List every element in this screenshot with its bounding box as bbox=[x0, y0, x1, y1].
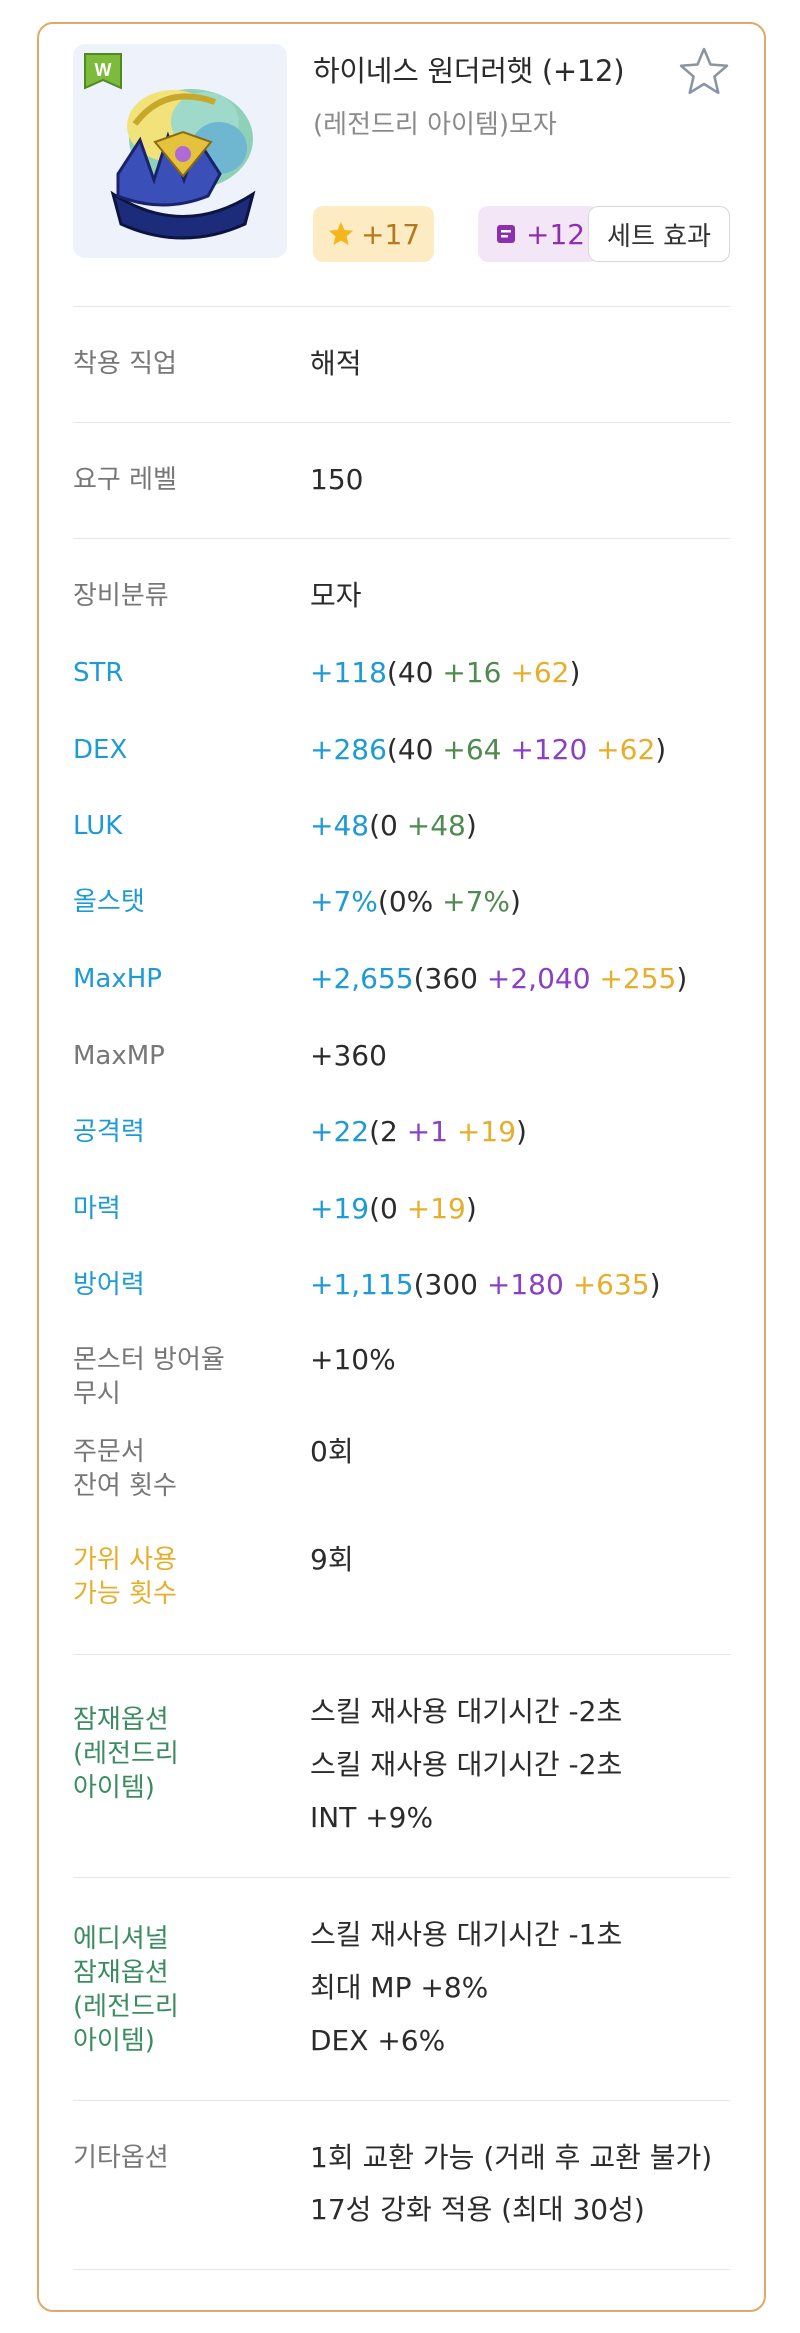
item-header: W 하이네스 원더러햇 (+12) (레전드리 아이템)모자 bbox=[73, 24, 730, 306]
required-level-value: 150 bbox=[310, 463, 364, 496]
luk-label: LUK bbox=[73, 811, 123, 841]
category-value: 모자 bbox=[310, 579, 362, 612]
favorite-star-icon[interactable] bbox=[676, 44, 732, 100]
ignore-def-label: 몬스터 방어율 무시 bbox=[73, 1345, 225, 1409]
potential-line-1: 스킬 재사용 대기시간 -2초 bbox=[310, 1695, 623, 1728]
wanderer-badge-icon: W bbox=[84, 53, 122, 90]
scroll-remaining-value: 0회 bbox=[310, 1435, 354, 1468]
additional-potential-line-2: 최대 MP +8% bbox=[310, 1971, 489, 2004]
dex-label: DEX bbox=[73, 735, 128, 765]
magic-label: 마력 bbox=[73, 1194, 121, 1224]
defense-value: +1,115(300 +180 +635) bbox=[310, 1268, 661, 1301]
divider bbox=[73, 2269, 730, 2270]
magic-value: +19(0 +19) bbox=[310, 1192, 477, 1225]
scroll-upgrade-chip: +12 bbox=[478, 206, 600, 262]
exchange-info: 1회 교환 가능 (거래 후 교환 불가) bbox=[310, 2141, 713, 2174]
divider bbox=[73, 1877, 730, 1878]
maxhp-value: +2,655(360 +2,040 +255) bbox=[310, 962, 688, 995]
luk-value: +48(0 +48) bbox=[310, 809, 477, 842]
item-grade-type: (레전드리 아이템)모자 bbox=[313, 110, 557, 140]
potential-label: 잠재옵션 (레전드리 아이템) bbox=[73, 1705, 179, 1803]
stats-section: 장비분류 모자 STR +118(40 +16 +62) DEX +286(40… bbox=[73, 539, 730, 1435]
additional-potential-line-1: 스킬 재사용 대기시간 -1초 bbox=[310, 1918, 623, 1951]
attack-value: +22(2 +1 +19) bbox=[310, 1115, 527, 1148]
scroll-upgrade-value: +12 bbox=[526, 217, 586, 251]
other-options-section: 기타옵션 1회 교환 가능 (거래 후 교환 불가) 17성 강화 적용 (최대… bbox=[73, 2101, 730, 2269]
scissors-value: 9회 bbox=[310, 1543, 354, 1576]
scroll-remaining-label: 주문서 잔여 횟수 bbox=[73, 1437, 177, 1501]
additional-potential-label: 에디셔널 잠재옵션 (레전드리 아이템) bbox=[73, 1924, 179, 2056]
required-level-label: 요구 레벨 bbox=[73, 465, 177, 495]
maxhp-label: MaxHP bbox=[73, 964, 162, 994]
category-label: 장비분류 bbox=[73, 581, 169, 611]
divider bbox=[73, 538, 730, 539]
potential-section: 잠재옵션 (레전드리 아이템) 스킬 재사용 대기시간 -2초 스킬 재사용 대기시… bbox=[73, 1655, 730, 1877]
potential-line-2: 스킬 재사용 대기시간 -2초 bbox=[310, 1748, 623, 1781]
str-value: +118(40 +16 +62) bbox=[310, 656, 581, 689]
row-scroll-remaining: 주문서 잔여 횟수 0회 bbox=[73, 1435, 730, 1543]
dex-value: +286(40 +64 +120 +62) bbox=[310, 733, 667, 766]
starforce-info: 17성 강화 적용 (최대 30성) bbox=[310, 2193, 645, 2226]
maxmp-value: +360 bbox=[310, 1039, 387, 1072]
item-image: W bbox=[73, 44, 287, 258]
required-job-value: 해적 bbox=[310, 347, 362, 380]
additional-potential-line-3: DEX +6% bbox=[310, 2024, 446, 2057]
row-required-level: 요구 레벨 150 bbox=[73, 423, 730, 538]
row-scissors: 가위 사용 가능 횟수 9회 bbox=[73, 1543, 730, 1654]
scroll-icon bbox=[497, 225, 515, 243]
starforce-chip: +17 bbox=[313, 206, 435, 262]
allstat-value: +7%(0% +7%) bbox=[310, 885, 521, 918]
svg-text:W: W bbox=[95, 60, 112, 80]
defense-label: 방어력 bbox=[73, 1270, 145, 1300]
allstat-label: 올스탯 bbox=[73, 887, 145, 917]
star-icon bbox=[329, 222, 353, 245]
additional-potential-section: 에디셔널 잠재옵션 (레전드리 아이템) 스킬 재사용 대기시간 -1초 최대 MP … bbox=[73, 1878, 730, 2100]
divider bbox=[73, 306, 730, 307]
starforce-value: +17 bbox=[361, 217, 421, 251]
set-effect-button[interactable]: 세트 효과 bbox=[588, 206, 730, 262]
maxmp-label: MaxMP bbox=[73, 1041, 165, 1071]
attack-label: 공격력 bbox=[73, 1117, 145, 1147]
required-job-label: 착용 직업 bbox=[73, 349, 177, 379]
ignore-def-value: +10% bbox=[310, 1343, 396, 1376]
divider bbox=[73, 2100, 730, 2101]
row-required-job: 착용 직업 해적 bbox=[73, 307, 730, 422]
item-name: 하이네스 원더러햇 (+12) bbox=[313, 54, 625, 88]
other-options-label: 기타옵션 bbox=[73, 2143, 169, 2173]
item-detail-card: W 하이네스 원더러햇 (+12) (레전드리 아이템)모자 bbox=[37, 22, 766, 2312]
scissors-label: 가위 사용 가능 횟수 bbox=[73, 1545, 177, 1609]
divider bbox=[73, 1654, 730, 1655]
potential-line-3: INT +9% bbox=[310, 1801, 434, 1834]
divider bbox=[73, 422, 730, 423]
str-label: STR bbox=[73, 658, 124, 688]
